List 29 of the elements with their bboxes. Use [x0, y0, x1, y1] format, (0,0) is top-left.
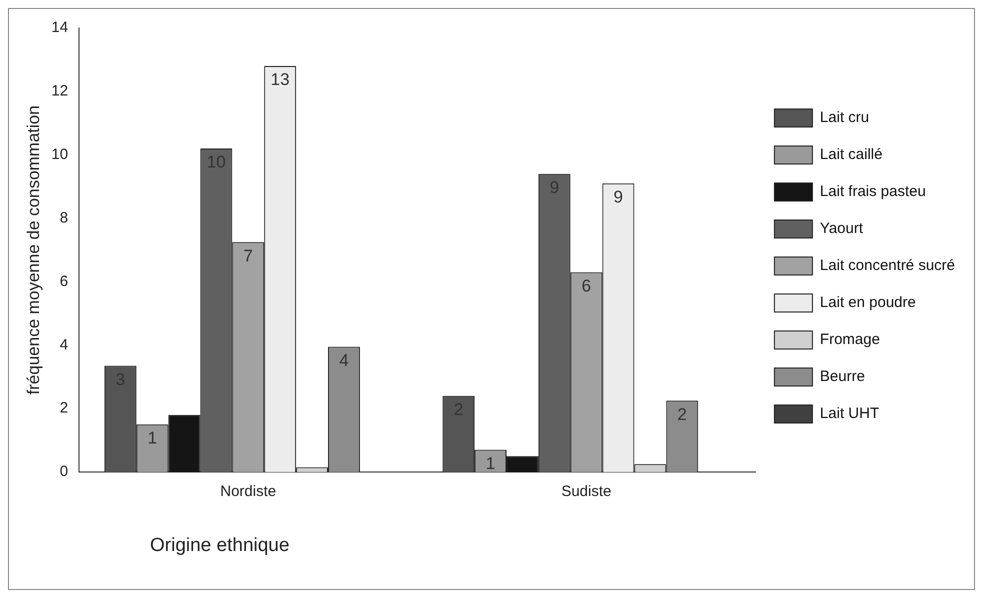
y-tick-label: 4	[60, 336, 68, 354]
legend-label: Fromage	[820, 331, 880, 348]
y-tick-label: 6	[60, 272, 68, 290]
y-tick-label: 12	[51, 82, 68, 100]
data-label: 13	[270, 70, 290, 90]
data-label: 4	[339, 350, 349, 370]
y-tick-label: 2	[60, 400, 68, 417]
y-tick-label: 0	[60, 463, 68, 480]
data-label: 1	[148, 428, 158, 448]
y-tick-label: 8	[60, 209, 68, 226]
legend-label: Lait cru	[820, 109, 870, 126]
data-label: 7	[243, 246, 253, 266]
y-tick-label: 10	[51, 146, 68, 163]
y-axis-title: fréquence moyenne de consommation	[24, 105, 43, 395]
legend-label: Lait en poudre	[820, 294, 916, 312]
data-label: 6	[582, 276, 592, 296]
x-axis-title: Origine ethnique	[150, 535, 290, 557]
legend-label: Lait concentré sucré	[820, 257, 956, 274]
legend-label: Lait frais pasteu	[820, 183, 926, 200]
y-tick-label: 14	[51, 19, 68, 36]
legend-label: Lait UHT	[820, 405, 880, 422]
legend-label: Beurre	[820, 368, 865, 386]
data-label: 2	[677, 404, 687, 424]
data-label: 1	[486, 454, 496, 473]
legend-label: Yaourt	[820, 220, 864, 238]
x-tick-label: Sudiste	[561, 483, 612, 500]
data-label: 9	[614, 188, 624, 207]
legend-label: Lait caillé	[820, 146, 882, 164]
x-tick-label: Nordiste	[220, 483, 276, 500]
